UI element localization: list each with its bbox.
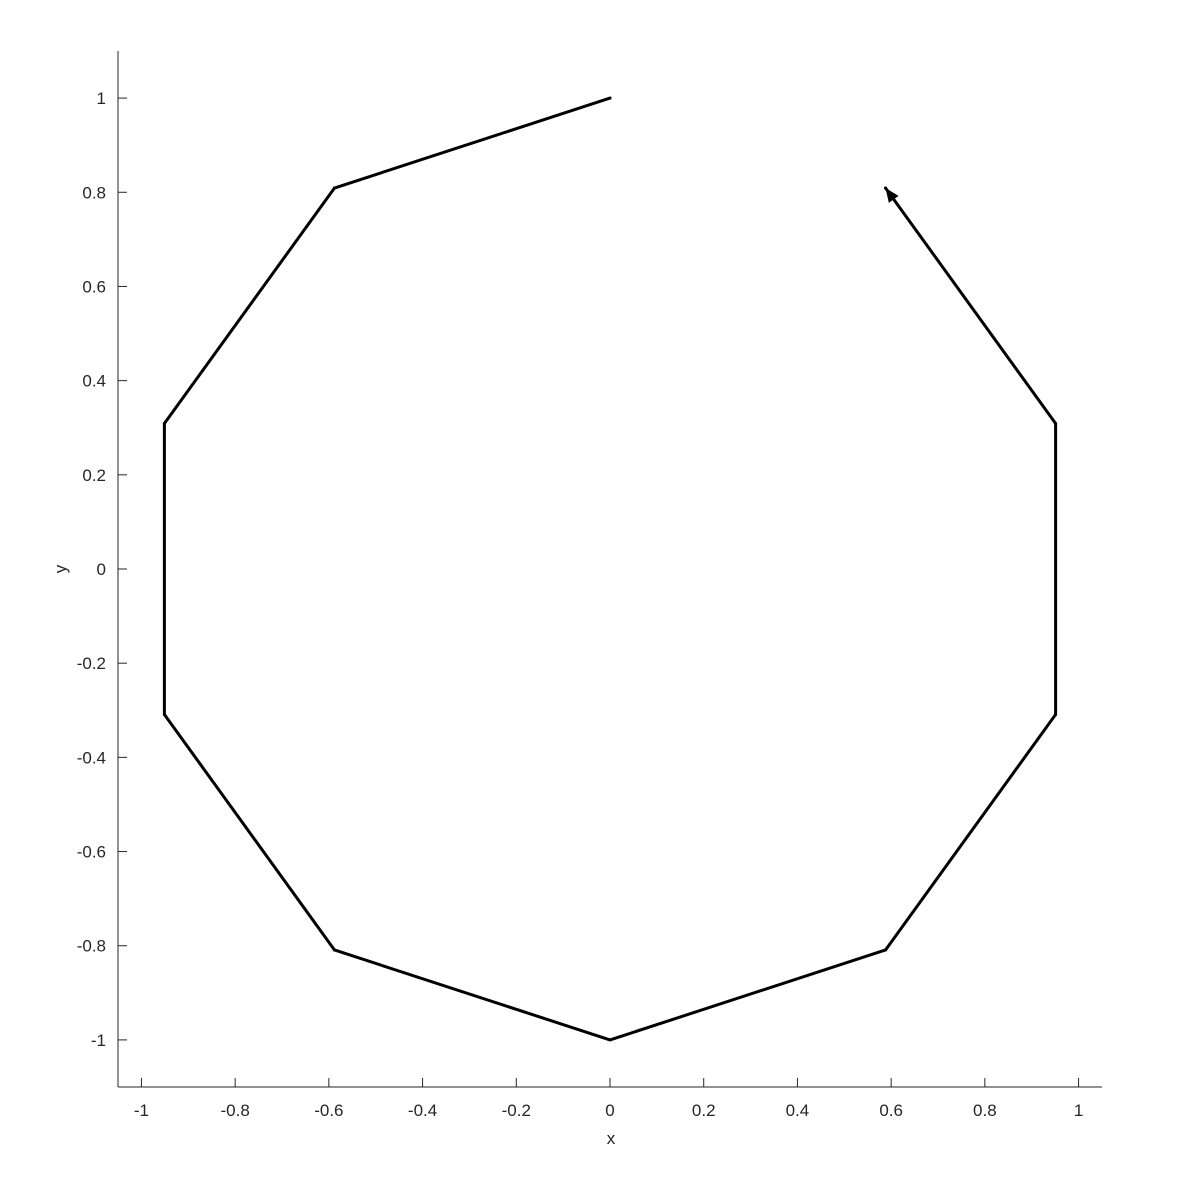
- x-tick-label: 0.6: [879, 1101, 903, 1120]
- y-tick-label: 0: [97, 560, 106, 579]
- series-line: [162, 96, 1058, 1042]
- y-tick-label: -1: [91, 1031, 106, 1050]
- axes: [117, 51, 1102, 1088]
- y-tick-label: 0.2: [82, 466, 106, 485]
- x-tick-label: 0.4: [786, 1101, 810, 1120]
- data-point: [332, 948, 336, 952]
- y-tick-label: 0.6: [82, 277, 106, 296]
- y-tick-label: 0.8: [82, 183, 106, 202]
- x-tick-label: 0: [605, 1101, 614, 1120]
- data-point: [162, 713, 166, 717]
- x-tick-label: 0.2: [692, 1101, 716, 1120]
- y-tick-label: -0.2: [77, 654, 106, 673]
- data-point: [1054, 421, 1058, 425]
- x-tick-label: -0.2: [502, 1101, 531, 1120]
- x-tick-label: -0.6: [314, 1101, 343, 1120]
- data-point: [1054, 713, 1058, 717]
- data-point: [608, 96, 612, 100]
- y-tick-label: 0.4: [82, 372, 106, 391]
- x-ticks: -1 -0.8 -0.6 -0.4 -0.2 0 0.2 0.4 0.6 0.8 1: [134, 1078, 1083, 1120]
- x-tick-label: 1: [1074, 1101, 1083, 1120]
- y-ticks: -1 -0.8 -0.6 -0.4 -0.2 0 0.2 0.4 0.6 0.8 1: [77, 89, 127, 1050]
- x-tick-label: 0.8: [973, 1101, 997, 1120]
- x-tick-label: -1: [134, 1101, 149, 1120]
- data-point: [884, 948, 888, 952]
- data-point: [608, 1038, 612, 1042]
- data-point: [332, 186, 336, 190]
- arrowhead: [885, 188, 899, 203]
- y-tick-label: -0.4: [77, 748, 106, 767]
- data-point: [162, 421, 166, 425]
- x-tick-label: -0.4: [408, 1101, 437, 1120]
- y-tick-label: 1: [97, 89, 106, 108]
- y-tick-label: -0.8: [77, 937, 106, 956]
- x-tick-label: -0.8: [220, 1101, 249, 1120]
- y-axis-label: y: [51, 564, 70, 573]
- y-tick-label: -0.6: [77, 843, 106, 862]
- series-group: [162, 96, 1058, 1042]
- x-axis-label: x: [607, 1129, 616, 1148]
